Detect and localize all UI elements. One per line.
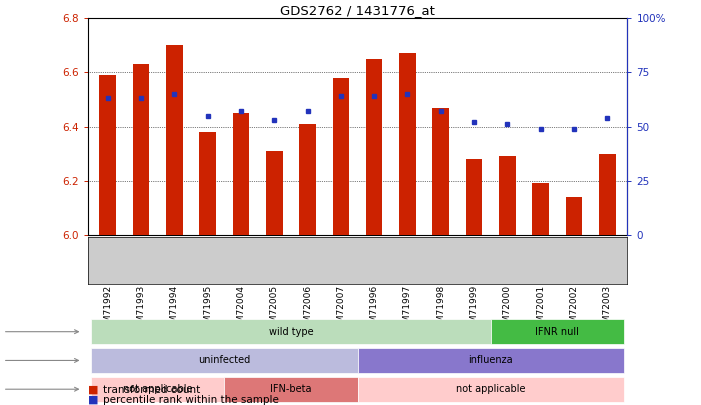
Text: genotype/variation: genotype/variation <box>0 327 79 337</box>
Bar <box>566 197 583 235</box>
Bar <box>299 124 316 235</box>
Bar <box>465 159 482 235</box>
Bar <box>358 348 624 373</box>
Bar <box>166 45 182 235</box>
Text: IFNR null: IFNR null <box>536 327 579 337</box>
Title: GDS2762 / 1431776_at: GDS2762 / 1431776_at <box>280 4 435 17</box>
Bar <box>399 53 416 235</box>
Bar <box>224 377 358 402</box>
Text: transformed count: transformed count <box>103 385 200 394</box>
Text: ■: ■ <box>88 385 102 394</box>
Bar <box>91 319 491 344</box>
Bar <box>366 59 383 235</box>
Bar <box>499 156 516 235</box>
Bar <box>332 78 349 235</box>
Bar <box>100 75 116 235</box>
Text: IFN-beta: IFN-beta <box>270 384 312 394</box>
Bar <box>91 377 224 402</box>
Text: percentile rank within the sample: percentile rank within the sample <box>103 395 279 405</box>
Bar <box>132 64 149 235</box>
Bar <box>533 183 549 235</box>
Bar <box>233 113 250 235</box>
Bar <box>491 319 624 344</box>
Text: agent: agent <box>0 384 79 394</box>
Text: ■: ■ <box>88 395 102 405</box>
Text: uninfected: uninfected <box>198 356 250 365</box>
Text: not applicable: not applicable <box>456 384 526 394</box>
Text: influenza: influenza <box>468 356 513 365</box>
Bar <box>91 348 358 373</box>
Bar <box>266 151 283 235</box>
Bar <box>433 108 449 235</box>
Bar <box>199 132 216 235</box>
Bar <box>599 153 615 235</box>
Bar <box>358 377 624 402</box>
Text: wild type: wild type <box>268 327 313 337</box>
Text: infection: infection <box>0 356 79 365</box>
Text: not applicable: not applicable <box>123 384 192 394</box>
